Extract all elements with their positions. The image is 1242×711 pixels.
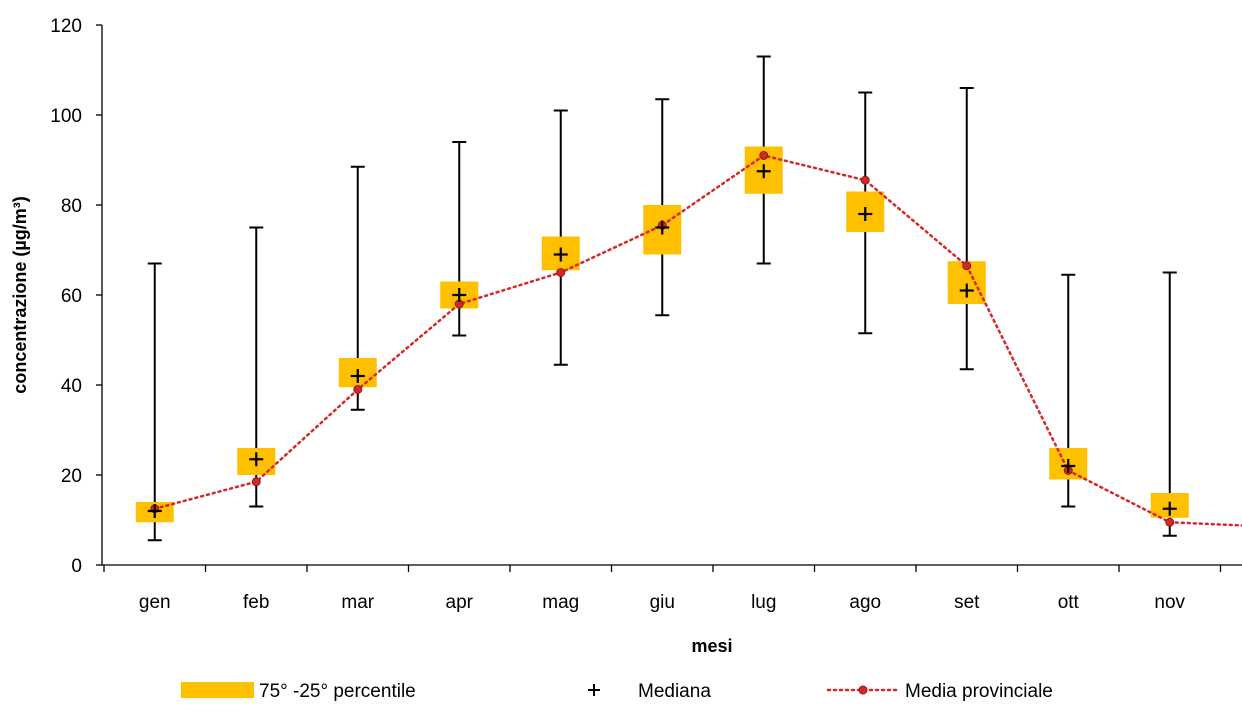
- x-axis-title: mesi: [691, 636, 732, 656]
- median-marker: [959, 283, 974, 298]
- median-marker: [452, 288, 467, 302]
- axes: 0 20 40 60 80 100 120 gen feb mar apr mag giu lug ago s…: [50, 16, 1242, 613]
- x-tick-label: ott: [1058, 592, 1080, 613]
- median-marker: [756, 164, 771, 179]
- mean-point: [860, 175, 870, 185]
- median-marker: [350, 369, 365, 383]
- y-axis-title: concentrazione (µg/m³): [10, 196, 30, 393]
- median-marker: [553, 247, 568, 262]
- y-tick-label: 20: [61, 466, 82, 487]
- x-tick-label: ago: [849, 592, 881, 613]
- mean-point: [962, 261, 972, 271]
- legend-swatch-mean: [826, 685, 900, 695]
- x-tick-label: apr: [446, 592, 474, 613]
- median-marker: [1061, 459, 1076, 473]
- legend-label-box: 75° -25° percentile: [259, 681, 416, 702]
- median-markers: [147, 164, 1177, 518]
- mean-line: [153, 154, 1242, 527]
- mean-point: [353, 385, 363, 394]
- x-tick-label: nov: [1154, 592, 1185, 613]
- legend-label-mean: Media provinciale: [905, 681, 1053, 702]
- legend-label-median: Mediana: [638, 681, 711, 702]
- median-marker: [655, 220, 670, 235]
- x-tick-label: mar: [341, 592, 374, 613]
- median-marker: [147, 504, 162, 518]
- x-tick-label: mag: [542, 592, 579, 613]
- legend: 75° -25° percentile Mediana Media provinci…: [181, 681, 1053, 702]
- mean-point: [1165, 517, 1175, 527]
- mean-point: [251, 477, 261, 487]
- y-tick-label: 80: [61, 196, 82, 217]
- x-tick-label: gen: [139, 592, 171, 613]
- x-tick-label: feb: [243, 592, 269, 613]
- mean-point: [759, 151, 769, 160]
- median-marker: [1162, 501, 1177, 516]
- y-tick-label: 120: [50, 16, 82, 37]
- y-tick-label: 40: [61, 376, 82, 397]
- median-marker: [249, 452, 264, 467]
- x-tick-label: giu: [650, 592, 675, 613]
- x-tick-label: set: [954, 592, 980, 613]
- y-tick-label: 0: [71, 556, 82, 577]
- y-tick-label: 100: [50, 106, 82, 127]
- y-tick-label: 60: [61, 286, 82, 307]
- mean-point: [556, 268, 566, 277]
- legend-swatch-median: [588, 684, 600, 696]
- x-tick-label: lug: [751, 592, 776, 613]
- legend-swatch-box: [181, 682, 254, 698]
- median-marker: [858, 207, 873, 221]
